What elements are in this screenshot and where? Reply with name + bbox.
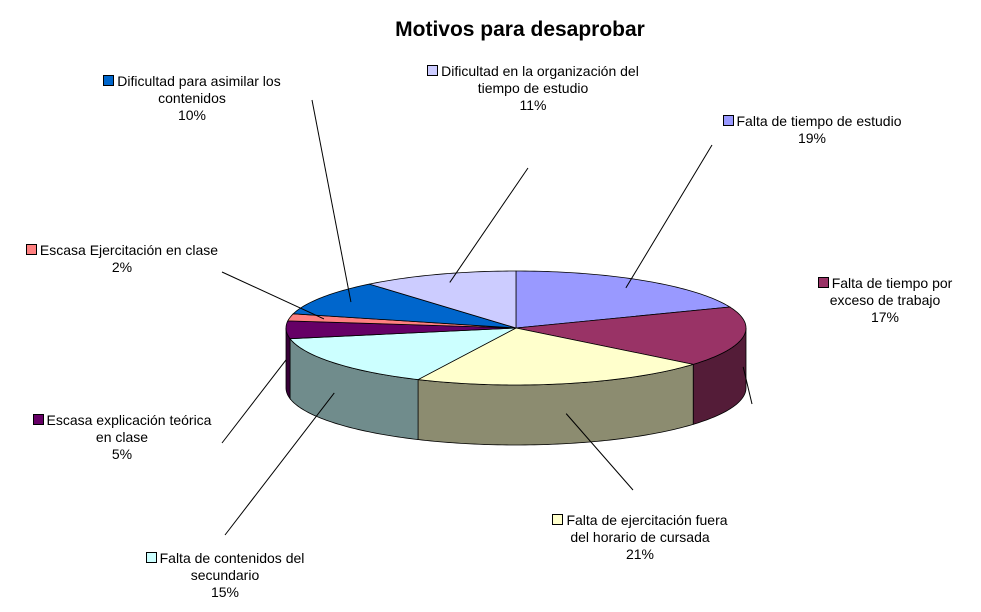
category-label: Falta de contenidos del secundario bbox=[159, 550, 305, 583]
legend-swatch bbox=[552, 514, 564, 525]
data-label: Dificultad en la organización del tiempo… bbox=[423, 63, 643, 114]
value-label: 11% bbox=[519, 97, 547, 113]
category-label: Escasa explicación teórica en clase bbox=[46, 412, 212, 445]
category-label: Falta de tiempo por exceso de trabajo bbox=[829, 275, 953, 308]
legend-swatch bbox=[427, 65, 439, 76]
data-label: Falta de ejercitación fuera del horario … bbox=[550, 512, 730, 563]
slice bbox=[515, 306, 747, 365]
data-label: Escasa Ejercitación en clase 2% bbox=[7, 242, 237, 276]
leader-line bbox=[311, 99, 352, 303]
category-label: Dificultad en la organización del tiempo… bbox=[441, 63, 639, 96]
legend-swatch bbox=[32, 414, 44, 425]
value-label: 15% bbox=[210, 584, 240, 600]
leader-line bbox=[221, 359, 287, 444]
value-label: 21% bbox=[625, 546, 655, 562]
leader-line bbox=[565, 413, 634, 491]
legend-swatch bbox=[103, 75, 115, 86]
data-label: Falta de tiempo por exceso de trabajo 17% bbox=[795, 275, 975, 326]
slice bbox=[292, 283, 517, 329]
chart-title: Motivos para desaprobar bbox=[395, 18, 645, 41]
value-label: 5% bbox=[111, 446, 133, 462]
category-label: Dificultad para asimilar los contenidos bbox=[117, 73, 281, 106]
legend-swatch bbox=[722, 115, 734, 126]
slice-side bbox=[285, 327, 291, 400]
data-label: Falta de tiempo de estudio 19% bbox=[717, 113, 907, 147]
leader-line bbox=[221, 271, 325, 320]
legend-swatch bbox=[25, 244, 37, 255]
slice bbox=[416, 327, 694, 386]
category-label: Falta de tiempo de estudio bbox=[736, 113, 902, 129]
data-label: Escasa explicación teórica en clase 5% bbox=[27, 412, 217, 463]
slice bbox=[289, 327, 517, 380]
leader-line bbox=[742, 366, 753, 405]
slice bbox=[285, 320, 517, 340]
data-label: Dificultad para asimilar los contenidos 1… bbox=[82, 73, 302, 124]
leader-line bbox=[224, 392, 335, 536]
legend-swatch bbox=[817, 277, 829, 288]
legend-swatch bbox=[145, 552, 157, 563]
slice bbox=[515, 270, 732, 329]
value-label: 19% bbox=[797, 130, 827, 146]
category-label: Escasa Ejercitación en clase bbox=[39, 242, 219, 258]
value-label: 17% bbox=[870, 309, 900, 325]
slice bbox=[369, 270, 517, 329]
value-label: 2% bbox=[111, 259, 133, 275]
category-label: Falta de ejercitación fuera del horario … bbox=[566, 512, 728, 545]
value-label: 10% bbox=[177, 107, 207, 123]
data-label: Falta de contenidos del secundario 15% bbox=[110, 550, 340, 601]
leader-line bbox=[625, 144, 713, 289]
leader-line bbox=[449, 167, 529, 283]
